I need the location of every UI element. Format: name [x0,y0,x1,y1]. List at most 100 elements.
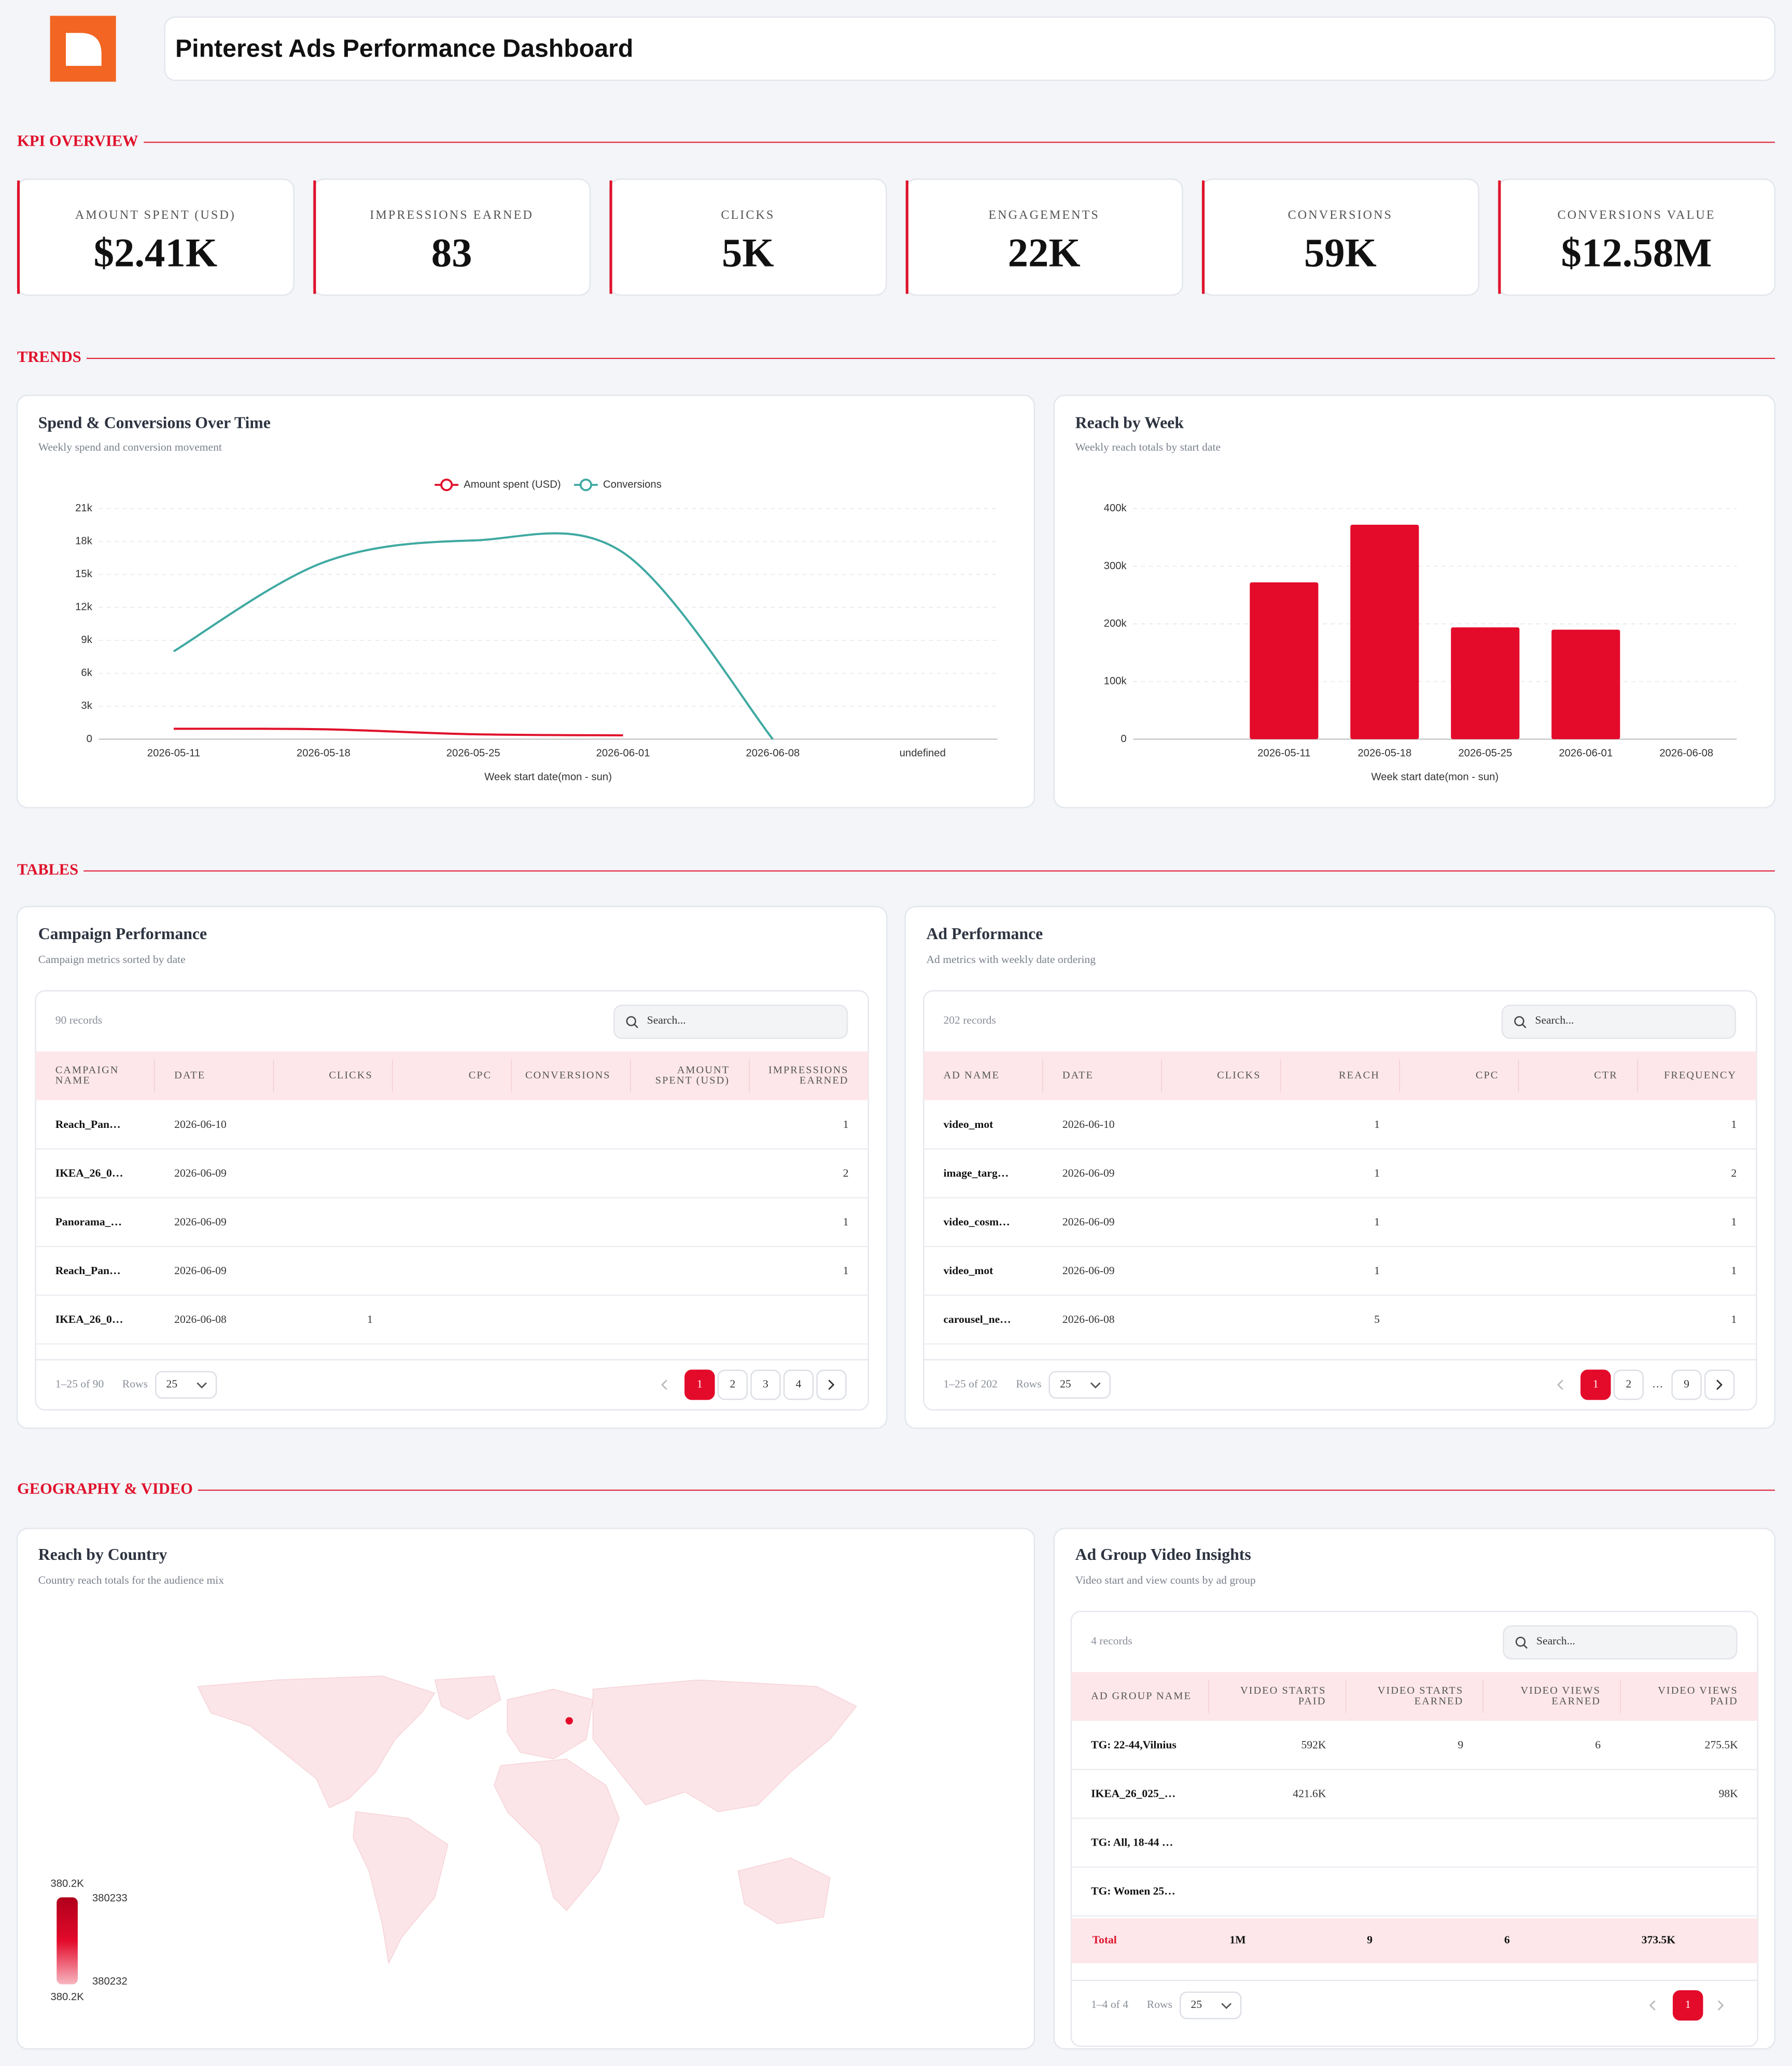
x-tick-label: 2026-06-08 [1659,748,1713,759]
world-map [197,1676,857,1965]
search-icon [1523,1644,1528,1649]
rows-select[interactable] [155,1371,217,1399]
column-header: CLICKS [1217,1069,1261,1081]
total-cell: Total [1093,1934,1117,1946]
table-cell: TG: 22-44,Vilnius [1091,1739,1177,1751]
rows-select[interactable] [1179,1991,1242,2019]
table-title: Ad Performance [926,925,1043,943]
table-cell: 592K [1301,1739,1326,1751]
column-header: CPC [469,1069,492,1081]
column-header: DATE [174,1069,205,1081]
bar [1551,630,1620,739]
table-subtitle: Video start and view counts by ad group [1075,1574,1256,1586]
page-button[interactable] [783,1370,814,1400]
page-button[interactable] [1673,1990,1703,2021]
x-tick-label: 2026-05-18 [1357,748,1411,759]
table-cell: TG: Women 25… [1091,1885,1175,1897]
column-header: VIDEO VIEWS PAID [1658,1685,1738,1707]
search-box[interactable] [1501,1004,1736,1039]
card [313,178,591,296]
total-cell: 373.5K [1642,1934,1676,1946]
section-title: GEOGRAPHY & VIDEO [17,1480,193,1498]
search-icon [634,1024,638,1028]
kpi-accent [313,180,316,294]
x-axis-label: Week start date(mon - sun) [484,771,612,783]
kpi-accent [1202,180,1205,294]
page-number: 1 [697,1377,703,1390]
chevron-icon [1221,2003,1232,2009]
column-header: CPC [1476,1069,1499,1081]
next-page[interactable] [816,1370,847,1400]
search-box[interactable] [613,1004,848,1039]
table-cell: 1 [1731,1118,1737,1130]
continent [592,1679,857,1812]
table-cell: video_cosm… [943,1216,1010,1228]
table-cell: 6 [1595,1739,1601,1751]
page-button[interactable] [1671,1370,1702,1400]
column-header: VIDEO STARTS PAID [1240,1685,1326,1707]
x-tick-label: 2026-05-11 [147,748,200,759]
rows-select[interactable] [1048,1371,1111,1399]
y-tick-label: 0 [1121,733,1126,745]
page-number: 3 [763,1377,768,1390]
kpi-label: CONVERSIONS VALUE [1558,208,1716,222]
table-title: Campaign Performance [38,925,207,943]
table-cell: 1 [1374,1264,1380,1277]
map-subtitle: Country reach totals for the audience mi… [38,1574,225,1586]
next-page[interactable] [1705,1990,1736,2021]
column-header: CAMPAIGN NAME [55,1064,119,1086]
chevron-icon [1557,1379,1563,1390]
page-button[interactable] [684,1370,715,1400]
rows-select-value: 25 [1060,1377,1071,1390]
legend-label: 380.2K [50,1991,84,2003]
table-cell: 2026-06-08 [174,1313,227,1325]
page-number: 2 [1626,1377,1631,1390]
search-box[interactable] [1503,1625,1738,1660]
country-marker [565,1717,573,1725]
page-range: 1–25 of 90 [55,1377,104,1390]
page-button[interactable] [1613,1370,1644,1400]
kpi-value: 59K [1304,231,1377,276]
table-cell: 2026-06-09 [174,1167,227,1179]
table-cell: Reach_Pan… [55,1264,121,1277]
table-cell: 1 [1374,1167,1380,1179]
search-icon [1515,1637,1526,1647]
page-button[interactable] [750,1370,781,1400]
legend-label: 380232 [92,1976,128,1987]
column-header: REACH [1339,1069,1380,1081]
page-button[interactable] [717,1370,748,1400]
chevron-icon [1649,2000,1656,2011]
chart-subtitle: Weekly spend and conversion movement [38,441,222,453]
next-page[interactable] [1704,1370,1735,1400]
y-tick-label: 18k [75,536,93,547]
table-header [35,1051,869,1100]
table-subtitle: Campaign metrics sorted by date [38,953,186,966]
table-header [923,1051,1757,1100]
table-cell: 1 [1374,1118,1380,1130]
y-tick-label: 200k [1104,618,1127,629]
table-cell: 1 [1731,1313,1737,1325]
column-header: CONVERSIONS [525,1069,611,1081]
table-cell: 1 [1731,1216,1737,1228]
section-title: TRENDS [17,348,81,366]
map-title: Reach by Country [38,1545,167,1564]
search-placeholder: Search... [1536,1635,1575,1647]
page-button[interactable] [1580,1370,1611,1400]
header-bar [164,16,1776,81]
logo-glyph [66,33,102,66]
chart-title: Reach by Week [1075,413,1184,431]
table-cell: 1 [843,1264,849,1277]
column-header: CLICKS [329,1069,372,1081]
record-count: 202 records [943,1014,996,1026]
rows-select-value: 25 [166,1377,178,1390]
card [16,394,1035,808]
chevron-icon [1717,2000,1724,2011]
table-cell: IKEA_26_025_… [1091,1788,1175,1800]
y-tick-label: 12k [75,602,93,613]
column-header: DATE [1062,1069,1094,1081]
table-cell: 2026-06-09 [1062,1216,1115,1228]
section-title: KPI OVERVIEW [17,132,138,149]
y-tick-label: 300k [1104,560,1127,571]
